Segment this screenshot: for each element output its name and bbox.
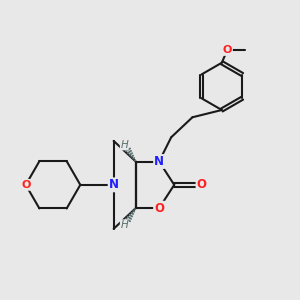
Text: O: O [154,202,164,215]
Text: O: O [21,180,30,190]
Text: H: H [120,140,128,150]
Text: N: N [154,155,164,168]
Text: O: O [196,178,206,191]
Text: H: H [120,220,128,230]
Text: N: N [109,178,118,191]
Text: O: O [223,45,232,55]
